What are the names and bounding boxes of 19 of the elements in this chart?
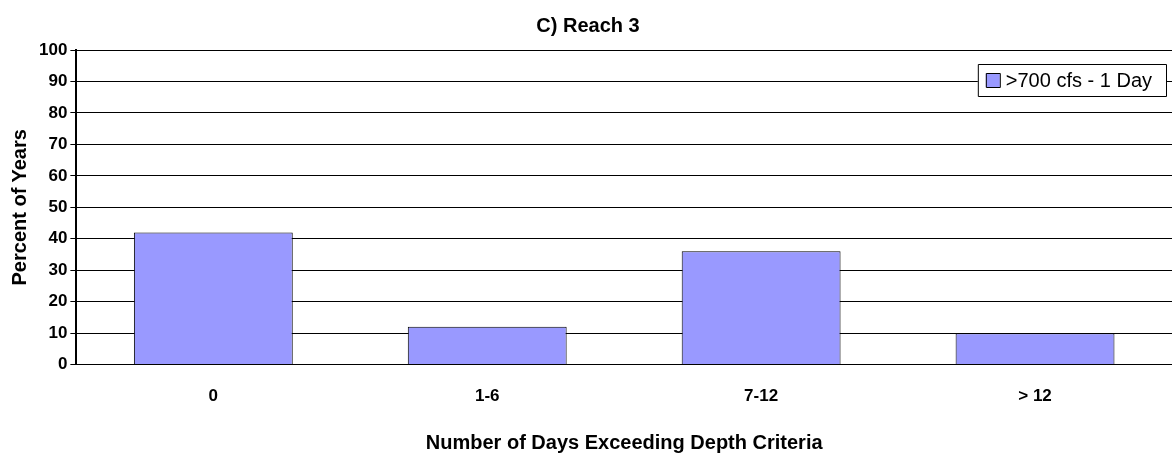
legend-label: >700 cfs - 1 Day (1005, 68, 1153, 91)
y-tick-label: 80 (48, 102, 68, 122)
y-tick-label: 20 (48, 291, 68, 311)
y-tick-label: 60 (48, 165, 68, 185)
x-tick-label: 0 (208, 386, 219, 406)
y-tick-label: 40 (48, 228, 68, 248)
x-tick-label: 7-12 (744, 386, 779, 406)
y-tick-label: 90 (48, 71, 68, 91)
y-tick-label: 100 (38, 39, 68, 59)
x-tick-label: > 12 (1018, 386, 1052, 406)
y-tick-label: 0 (57, 354, 68, 374)
x-axis-title: Number of Days Exceeding Depth Criteria (425, 430, 824, 453)
y-tick-label: 30 (48, 259, 68, 279)
y-tick-label: 10 (48, 322, 68, 342)
x-tick-label: 1-6 (474, 386, 500, 406)
y-tick-label: 70 (48, 134, 68, 154)
y-axis-title: Percent of Years (7, 129, 30, 286)
y-tick-label: 50 (48, 196, 68, 216)
chart-title: C) Reach 3 (536, 13, 640, 36)
